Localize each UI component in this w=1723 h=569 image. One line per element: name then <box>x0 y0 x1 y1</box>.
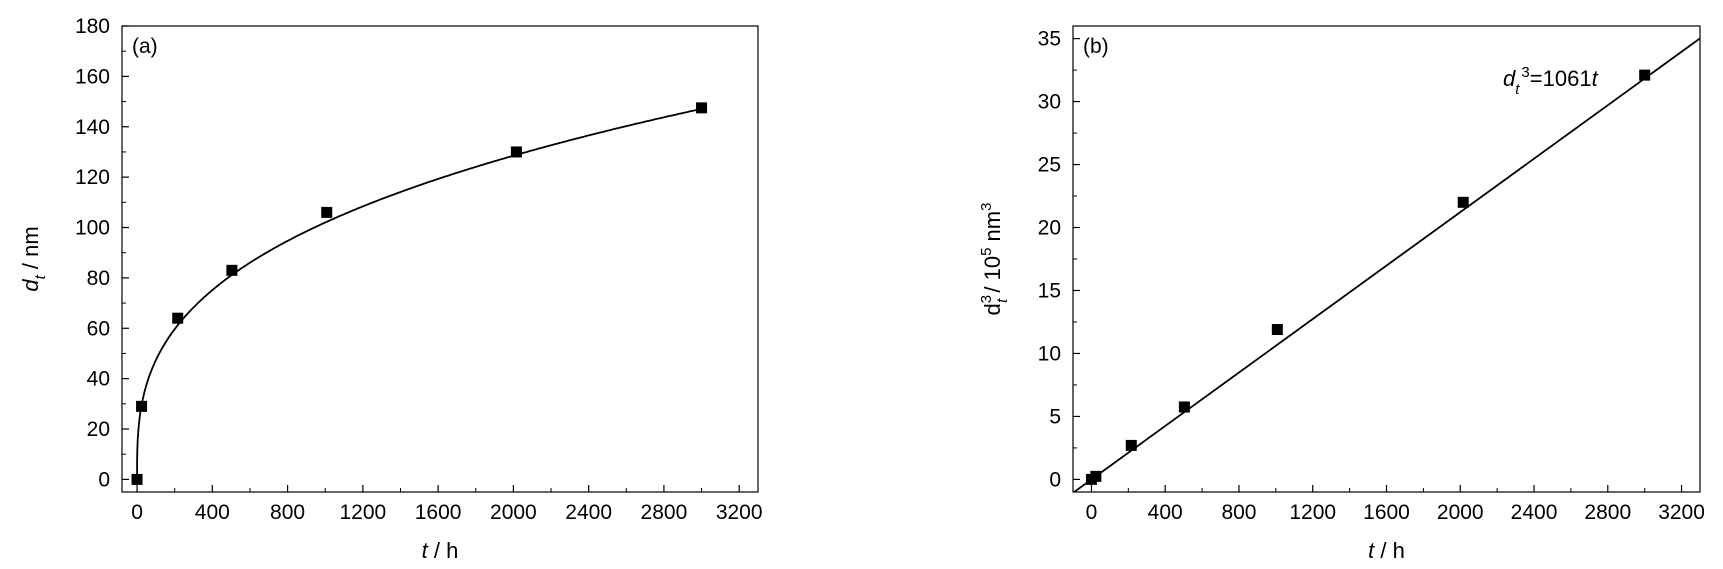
y-tick-label: 10 <box>1038 342 1061 365</box>
y-tick-label: 120 <box>75 166 110 189</box>
x-tick-label: 1200 <box>339 501 386 524</box>
y-axis-label-var: d <box>18 279 43 292</box>
plot-frame <box>1072 25 1701 493</box>
y-axis-label-var: d <box>980 303 1005 315</box>
x-tick-label: 400 <box>195 501 230 524</box>
y-axis-label-unit2: nm <box>980 211 1005 248</box>
x-tick-label: 400 <box>1148 501 1183 524</box>
panel-a: 0 400 800 1200 1600 2000 2400 2800 3200 0 20 40 60 80… <box>18 15 763 563</box>
data-point <box>1090 470 1102 482</box>
x-tick-label: 0 <box>1086 501 1098 524</box>
fit-equation-sub: t <box>1515 81 1520 98</box>
y-axis-label-unit: / nm <box>18 226 43 275</box>
x-tick-label: 2000 <box>490 501 537 524</box>
x-axis-label: t / h <box>1368 538 1405 563</box>
data-point <box>1271 324 1283 336</box>
y-axis-label-sup: 3 <box>978 295 995 303</box>
plot-frame <box>121 25 759 493</box>
x-tick-label: 800 <box>1221 501 1256 524</box>
y-tick-label: 25 <box>1038 154 1061 177</box>
x-axis-label-var: t <box>1368 538 1375 563</box>
x-tick-label: 2400 <box>565 501 612 524</box>
data-point <box>226 264 238 276</box>
x-tick-label: 2400 <box>1511 501 1558 524</box>
fit-line <box>1073 37 1700 492</box>
y-tick-label: 5 <box>1049 405 1061 428</box>
data-point <box>1457 196 1469 208</box>
y-axis-label-exp: 5 <box>978 248 995 256</box>
y-tick-label: 0 <box>98 468 110 491</box>
y-axis-label-sub: t <box>32 274 49 279</box>
y-tick-label: 80 <box>87 267 110 290</box>
x-tick-label: 1200 <box>1289 501 1336 524</box>
x-axis-label-var: t <box>422 538 429 563</box>
x-tick-label: 2800 <box>1584 501 1631 524</box>
y-axis-label-exp2: 3 <box>978 203 995 211</box>
data-point <box>136 400 148 412</box>
data-point <box>1178 401 1190 413</box>
y-tick-label: 60 <box>87 317 110 340</box>
y-axis-label-sub: t <box>994 298 1011 303</box>
fit-equation-var2: t <box>1592 66 1599 91</box>
data-point <box>1639 69 1651 81</box>
y-tick-label: 160 <box>75 65 110 88</box>
data-point <box>172 312 184 324</box>
x-tick-label: 1600 <box>1363 501 1410 524</box>
panel-b: 0 400 800 1200 1600 2000 2400 2800 3200 0 5 10 15 20 2… <box>978 25 1705 563</box>
x-tick-label: 800 <box>270 501 305 524</box>
y-tick-label: 0 <box>1049 468 1061 491</box>
data-point <box>131 473 143 485</box>
y-tick-label: 20 <box>1038 217 1061 240</box>
x-tick-label: 3200 <box>716 501 763 524</box>
y-tick-label: 20 <box>87 418 110 441</box>
panel-label: (a) <box>132 35 158 58</box>
x-axis-label-unit: / h <box>1374 538 1405 563</box>
fit-line <box>136 108 702 480</box>
fit-equation: dt3=1061t <box>1503 64 1599 98</box>
y-tick-label: 30 <box>1038 91 1061 114</box>
x-tick-label: 2800 <box>641 501 688 524</box>
y-tick-label: 40 <box>87 368 110 391</box>
y-tick-label: 15 <box>1038 279 1061 302</box>
y-axis-label-unit: / 10 <box>980 256 1005 299</box>
y-axis-label: d3t / 105 nm3 <box>978 203 1011 316</box>
fit-equation-rest: =1061 <box>1530 66 1592 91</box>
data-point <box>1125 439 1137 451</box>
data-point <box>696 102 708 114</box>
y-axis-label: dt / nm <box>18 226 49 291</box>
x-axis-label: t / h <box>422 538 459 563</box>
y-tick-label: 140 <box>75 116 110 139</box>
y-tick-label: 100 <box>75 217 110 240</box>
x-axis-label-unit: / h <box>428 538 459 563</box>
y-tick-label: 35 <box>1038 28 1061 51</box>
fit-equation-var: d <box>1503 66 1516 91</box>
x-tick-label: 0 <box>131 501 143 524</box>
y-tick-label: 180 <box>75 15 110 38</box>
x-tick-label: 2000 <box>1437 501 1484 524</box>
fit-equation-sup: 3 <box>1521 64 1529 81</box>
x-tick-label: 1600 <box>415 501 462 524</box>
panel-label: (b) <box>1083 35 1109 58</box>
data-point <box>321 206 333 218</box>
x-tick-label: 3200 <box>1658 501 1705 524</box>
data-point <box>510 146 522 158</box>
